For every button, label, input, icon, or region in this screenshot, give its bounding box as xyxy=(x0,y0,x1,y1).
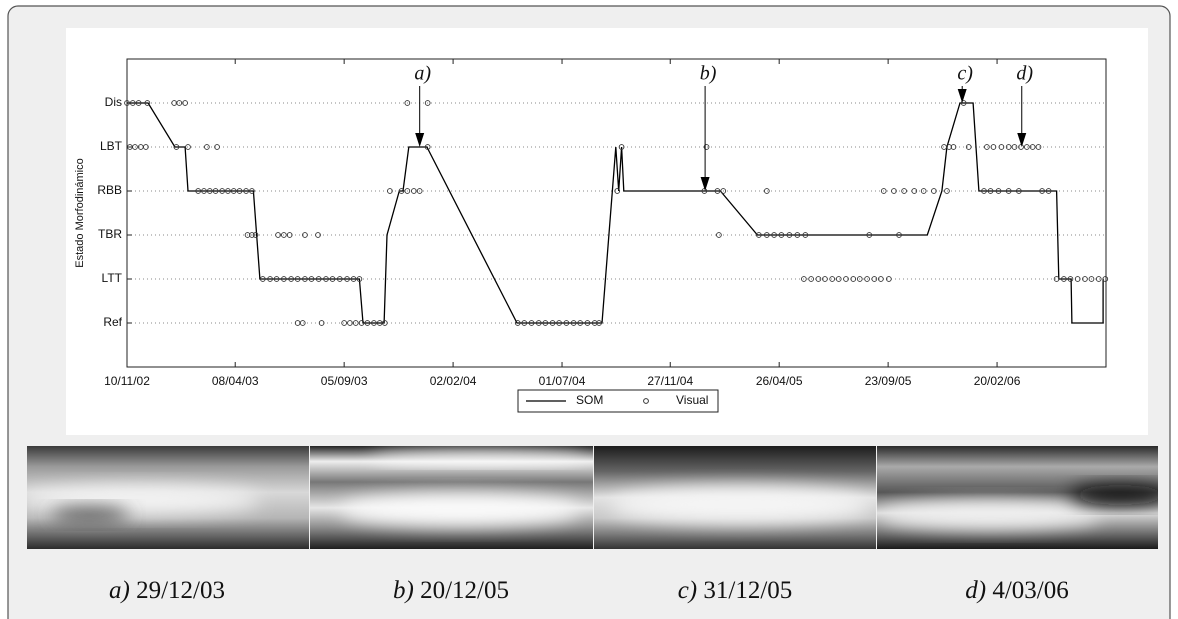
annotation-label: d) xyxy=(1016,63,1033,85)
panel-date: 31/12/05 xyxy=(703,577,792,604)
panel-date: 20/12/05 xyxy=(420,577,509,604)
y-tick-label: Ref xyxy=(103,315,122,329)
x-tick-label: 08/04/03 xyxy=(212,374,259,388)
y-axis-label: Estado Morfodinámico xyxy=(74,158,86,267)
x-tick-label: 05/09/03 xyxy=(321,374,368,388)
legend-label: SOM xyxy=(576,393,603,407)
panel-caption: c) 31/12/05 xyxy=(678,577,793,604)
figure: Estado Morfodinámico Ref LTT TBR RBB LBT Dis 1… xyxy=(0,0,1178,619)
panel-label: d) xyxy=(965,577,986,604)
photo xyxy=(877,446,1170,549)
panel-caption: a) 29/12/03 xyxy=(109,577,225,604)
annotation-label: b) xyxy=(700,63,717,85)
y-tick-label: LBT xyxy=(100,139,123,153)
panel-caption: d) 4/03/06 xyxy=(965,577,1068,604)
annotation-label: a) xyxy=(414,63,431,85)
panel-caption: b) 20/12/05 xyxy=(393,577,509,604)
panel-label: a) xyxy=(109,577,130,604)
photos xyxy=(20,446,1170,549)
y-tick-label: LTT xyxy=(102,271,123,285)
panel-date: 29/12/03 xyxy=(136,577,225,604)
legend-label: Visual xyxy=(676,393,708,407)
panel-date: 4/03/06 xyxy=(992,577,1068,604)
x-tick-label: 01/07/04 xyxy=(539,374,586,388)
panel-label: c) xyxy=(678,577,697,604)
photo xyxy=(310,446,593,549)
y-tick-label: RBB xyxy=(97,183,122,197)
x-tick-label: 02/02/04 xyxy=(430,374,477,388)
x-tick-label: 10/11/02 xyxy=(104,374,150,388)
x-tick-label: 20/02/06 xyxy=(974,374,1021,388)
annotation-label: c) xyxy=(957,63,973,85)
photo xyxy=(20,446,309,549)
x-tick-label: 23/09/05 xyxy=(865,374,912,388)
y-tick-label: Dis xyxy=(105,95,122,109)
y-tick-label: TBR xyxy=(98,227,122,241)
panel-label: b) xyxy=(393,577,414,604)
x-tick-label: 27/11/04 xyxy=(647,374,693,388)
page: {"chart_data": {"type": "line", "ylabel"… xyxy=(0,0,1178,619)
x-tick-label: 26/04/05 xyxy=(756,374,803,388)
photo xyxy=(594,446,876,549)
